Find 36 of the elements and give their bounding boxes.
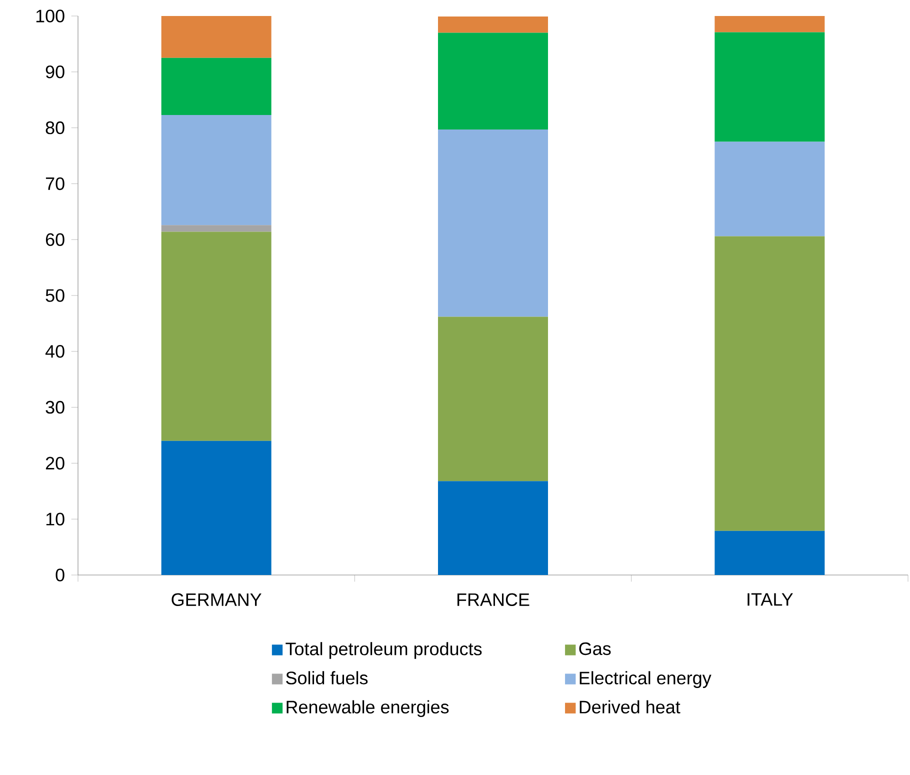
y-tick-label: 80	[46, 121, 64, 134]
legend-label: Solid fuels	[286, 671, 368, 684]
y-tick-label: 40	[45, 345, 64, 358]
y-tick-label: 90	[46, 66, 64, 78]
y-tick-label: 0	[56, 568, 64, 582]
legend-label: Gas	[579, 642, 611, 656]
y-tick-label: 50	[46, 289, 64, 302]
y-tick-label: 70	[46, 177, 64, 190]
bar	[161, 58, 272, 115]
y-tick-label: 60	[46, 233, 64, 246]
legend-label: Renewable energies	[286, 700, 449, 718]
y-tick-label: 10	[46, 512, 64, 526]
bar	[714, 236, 825, 531]
x-tick-label: FRANCE	[457, 593, 530, 606]
bar	[714, 16, 825, 32]
x-tick-label: ITALY	[748, 593, 793, 606]
bar	[161, 114, 272, 226]
bar	[161, 16, 272, 58]
bar	[714, 32, 825, 142]
bar	[438, 481, 548, 575]
legend-label: Total petroleum products	[286, 642, 482, 659]
bar	[438, 16, 548, 33]
bar	[161, 440, 272, 575]
bar	[438, 316, 548, 482]
y-tick-label: 20	[46, 456, 64, 470]
y-tick-label: 30	[46, 400, 64, 414]
bar	[438, 129, 548, 317]
bar	[714, 530, 825, 575]
legend-label: Derived heat	[580, 700, 680, 714]
y-tick-label: 100	[36, 10, 64, 22]
x-tick-label: GERMANY	[172, 593, 262, 606]
bar	[161, 232, 272, 441]
bar	[161, 225, 272, 232]
bar	[714, 142, 825, 236]
bar	[438, 32, 548, 130]
legend-label: Electrical energy	[580, 671, 712, 688]
